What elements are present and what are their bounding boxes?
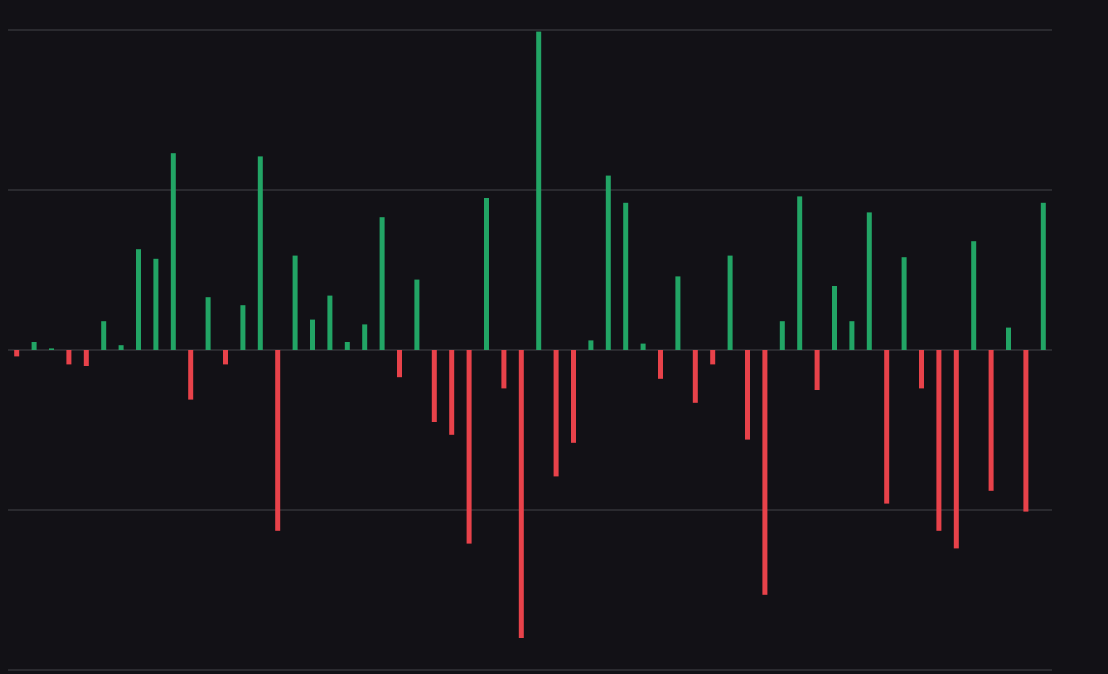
bar: [536, 31, 542, 350]
bar: [849, 321, 855, 350]
bar: [66, 350, 72, 365]
bar: [292, 255, 298, 350]
bar: [362, 324, 368, 350]
bar: [919, 350, 924, 389]
bar: [936, 350, 942, 531]
bar: [501, 350, 507, 389]
bar: [866, 212, 872, 350]
bar: [640, 343, 646, 350]
bar: [779, 321, 785, 350]
bar: [988, 350, 994, 491]
bar: [762, 350, 768, 595]
bar: [518, 350, 524, 638]
bar: [344, 342, 350, 350]
bar: [414, 279, 420, 350]
bar: [658, 350, 663, 379]
bar: [832, 286, 837, 350]
bar: [1040, 202, 1046, 350]
bar: [692, 350, 698, 403]
bar: [101, 321, 107, 350]
bar: [240, 305, 246, 350]
bar: [14, 350, 20, 357]
bar: [605, 175, 611, 350]
bar: [971, 241, 977, 350]
bar: [710, 350, 716, 365]
bar: [727, 255, 733, 350]
bar: [49, 348, 54, 350]
bar: [623, 202, 629, 350]
bar: [257, 156, 263, 350]
bar: [675, 276, 681, 350]
bar: [310, 319, 315, 350]
bar: [275, 350, 281, 531]
bar: [571, 350, 576, 443]
bar: [884, 350, 890, 504]
bar: [118, 345, 124, 350]
bar: [449, 350, 455, 435]
bar: [745, 350, 750, 440]
bar: [901, 257, 907, 350]
bar: [170, 153, 176, 350]
bar: [797, 196, 803, 350]
bar: [553, 350, 559, 477]
bar: [1023, 350, 1029, 512]
bar: [431, 350, 437, 422]
bar: [153, 258, 159, 350]
bar: [814, 350, 820, 390]
bar: [1006, 327, 1011, 350]
bar: [31, 342, 37, 350]
bar: [136, 249, 141, 350]
bar: [588, 340, 594, 350]
bar: [223, 350, 228, 365]
bar: [466, 350, 472, 544]
bar: [397, 350, 402, 378]
bar: [205, 297, 211, 350]
bar: [484, 198, 489, 350]
bar: [327, 295, 333, 350]
bar: [188, 350, 194, 400]
bar: [83, 350, 89, 366]
bar: [953, 350, 959, 549]
bar: [379, 217, 385, 350]
